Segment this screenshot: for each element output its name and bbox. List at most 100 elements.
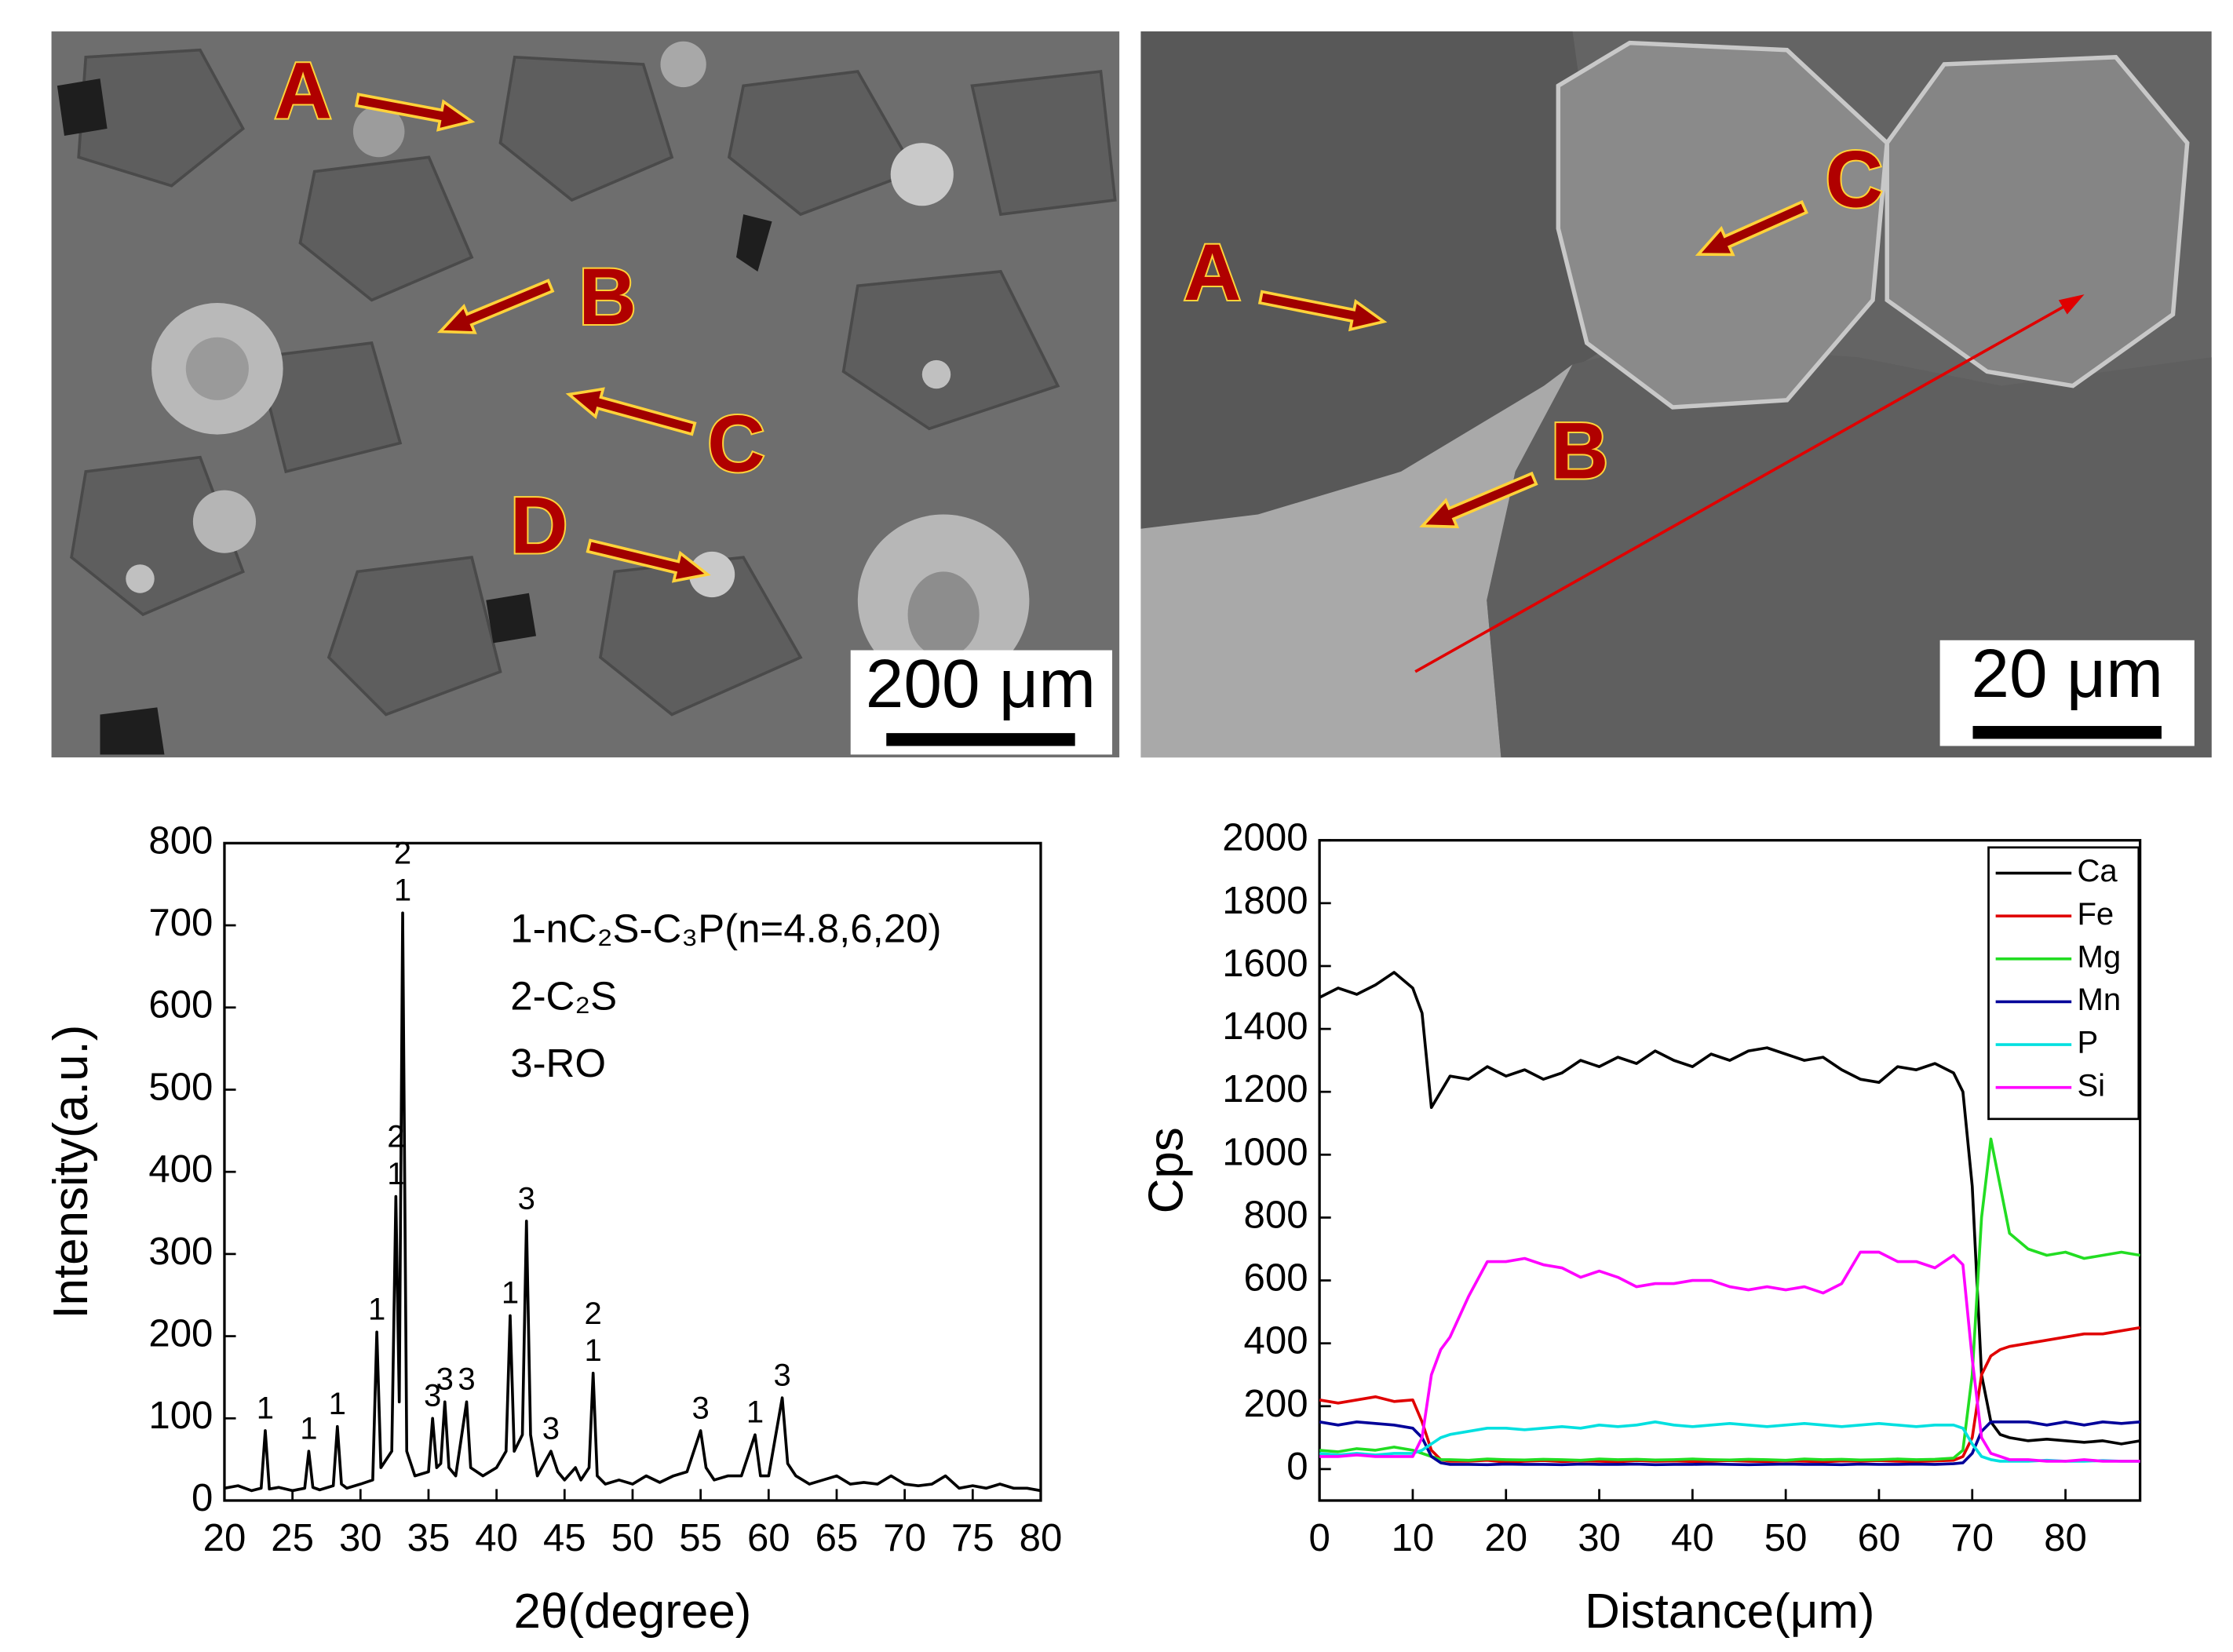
peak-label: 3 (458, 1362, 475, 1397)
x-tick-label: 50 (1764, 1516, 1808, 1559)
peak-label: 1 (585, 1333, 602, 1368)
legend-label: Mn (2077, 983, 2121, 1017)
phase-label: B (578, 252, 637, 341)
x-tick-label: 40 (1671, 1516, 1714, 1559)
grain-c (1556, 40, 1890, 410)
y-tick-label: 1600 (1222, 942, 1308, 985)
y-tick-label: 400 (1244, 1319, 1308, 1362)
peak-label: 1 (300, 1411, 317, 1446)
y-axis-label: Intensity(a.u.) (44, 1025, 98, 1319)
y-tick-label: 1800 (1222, 879, 1308, 922)
arrow (1695, 199, 1808, 257)
y-tick-label: 400 (148, 1147, 213, 1191)
x-axis-label: Distance(μm) (1585, 1585, 1874, 1639)
data-line (1319, 1420, 2140, 1463)
x-tick-label: 20 (203, 1516, 246, 1559)
y-tick-label: 2000 (1222, 816, 1308, 859)
y-tick-label: 500 (148, 1065, 213, 1108)
x-tick-label: 40 (475, 1516, 518, 1559)
y-tick-label: 700 (148, 901, 213, 944)
phase-label: D (510, 480, 568, 570)
x-tick-label: 80 (2044, 1516, 2087, 1559)
y-tick-label: 1400 (1222, 1005, 1308, 1048)
data-line (1319, 971, 2140, 1446)
peak-label: 1 (502, 1276, 519, 1311)
peak-label: 3 (436, 1362, 454, 1397)
peak-label: 1 (329, 1387, 346, 1421)
phase-label: C (1826, 135, 1884, 224)
y-tick-label: 600 (1244, 1256, 1308, 1300)
data-line (224, 911, 1042, 1493)
y-axis-label: Cps (1139, 1127, 1193, 1213)
peak-label: 1 (387, 1157, 404, 1191)
y-tick-label: 800 (1244, 1193, 1308, 1236)
scale-bar-label: 200 μm (866, 645, 1096, 722)
x-tick-label: 0 (1308, 1516, 1330, 1559)
x-tick-label: 10 (1392, 1516, 1435, 1559)
grains (70, 48, 1117, 717)
arrow (1419, 471, 1538, 529)
legend-box (1987, 846, 2140, 1121)
x-tick-label: 50 (611, 1516, 655, 1559)
peak-label: 3 (518, 1181, 535, 1216)
scale-bar-label: 20 μm (1971, 635, 2163, 712)
y-tick-label: 600 (148, 983, 213, 1027)
y-tick-label: 1200 (1222, 1067, 1308, 1110)
y-tick-label: 800 (148, 819, 213, 862)
peak-label: 1 (257, 1391, 274, 1425)
peak-label: 2 (394, 837, 411, 871)
scale-bar (886, 733, 1075, 746)
grain-c (1885, 55, 2190, 388)
x-tick-label: 80 (1020, 1516, 1063, 1559)
micrograph-overview: A B C D 200 μm (51, 31, 1120, 758)
x-tick-label: 70 (883, 1516, 926, 1559)
phase-label: C (707, 399, 765, 489)
arrow (565, 387, 697, 436)
x-tick-label: 65 (815, 1516, 859, 1559)
x-tick-label: 45 (543, 1516, 586, 1559)
x-tick-label: 20 (1484, 1516, 1527, 1559)
phase-note: 3-RO (510, 1041, 606, 1085)
grain-b (1140, 364, 1573, 758)
y-tick-label: 300 (148, 1230, 213, 1273)
scan-line (1414, 300, 2074, 673)
x-tick-label: 55 (679, 1516, 722, 1559)
arrow (436, 279, 555, 334)
x-axis-label: 2θ(degree) (514, 1585, 752, 1639)
data-line (1319, 1250, 2140, 1463)
legend-label: Mg (2077, 939, 2121, 974)
peak-label: 3 (691, 1391, 709, 1425)
x-tick-label: 30 (339, 1516, 382, 1559)
data-line (1319, 1137, 2140, 1462)
y-tick-label: 0 (1286, 1445, 1308, 1488)
peak-label: 1 (746, 1395, 764, 1430)
phase-note: 2-C₂S (510, 973, 617, 1018)
peak-label: 3 (424, 1379, 441, 1413)
peak-label: 2 (387, 1120, 404, 1154)
peak-label: 3 (542, 1411, 560, 1446)
plot-frame (223, 841, 1042, 1502)
x-tick-label: 25 (271, 1516, 314, 1559)
pores (57, 78, 772, 755)
y-tick-label: 1000 (1222, 1130, 1308, 1173)
legend-label: Ca (2077, 854, 2118, 888)
grain-a (1140, 31, 1616, 529)
legend-label: P (2077, 1026, 2098, 1060)
scale-bar (1972, 726, 2162, 739)
y-tick-label: 100 (148, 1394, 213, 1437)
arrow (586, 538, 711, 583)
micrograph-detail: A B C 20 μm (1140, 31, 2212, 758)
arrow (354, 93, 476, 132)
y-tick-label: 200 (148, 1312, 213, 1355)
x-tick-label: 60 (747, 1516, 790, 1559)
phase-label: A (274, 46, 332, 136)
inclusions (126, 41, 1030, 687)
plot-frame (1318, 839, 2142, 1502)
x-tick-label: 75 (951, 1516, 994, 1559)
peak-label: 2 (585, 1296, 602, 1331)
phase-label: A (1184, 228, 1242, 317)
peak-label: 3 (773, 1358, 790, 1392)
scan-line-head (2058, 294, 2085, 315)
